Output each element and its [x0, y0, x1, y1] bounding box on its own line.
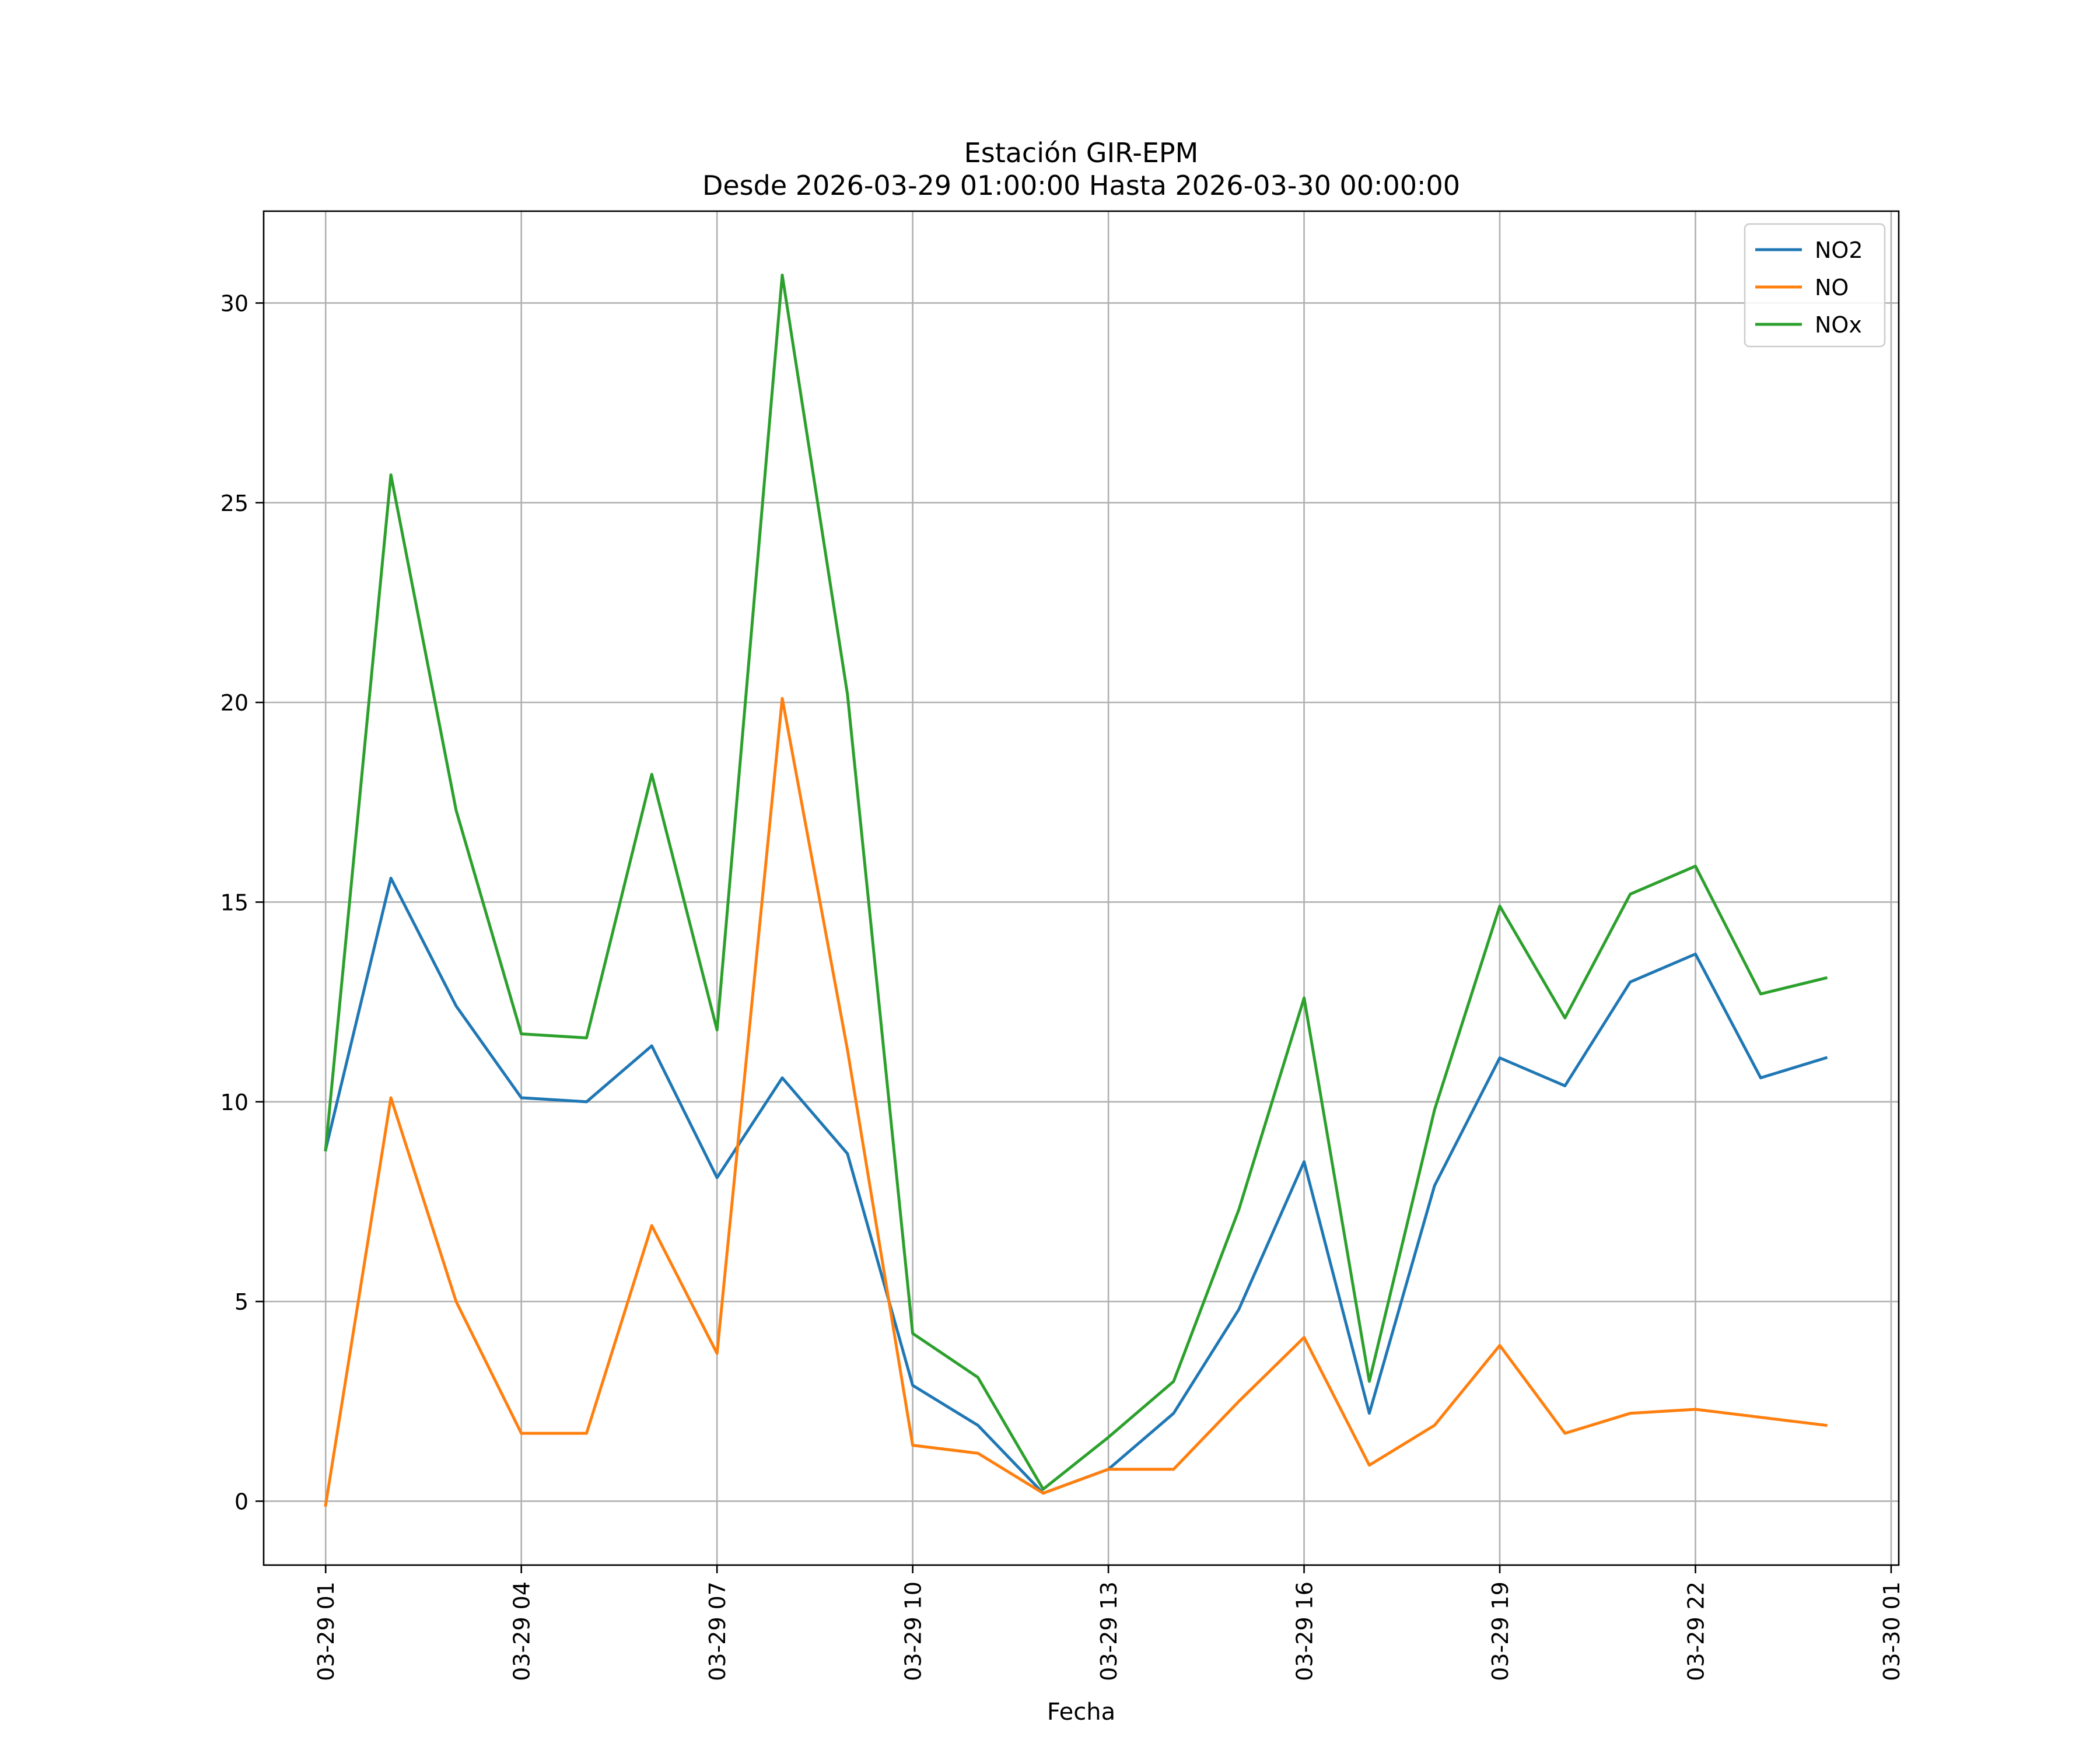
x-tick-label: 03-29 22	[1683, 1581, 1709, 1681]
y-tick-label: 30	[220, 290, 249, 316]
series-line-no	[324, 696, 1828, 1507]
chart-subtitle: Desde 2026-03-29 01:00:00 Hasta 2026-03-…	[702, 170, 1460, 201]
x-tick-label: 03-29 19	[1488, 1581, 1513, 1681]
y-tick-label: 5	[235, 1289, 249, 1315]
x-tick-label: 03-29 16	[1292, 1581, 1318, 1681]
x-axis-label: Fecha	[1047, 1699, 1115, 1726]
axis-ticks: 0 5 10 15 20 25 30 03-29 01 03-29 04 03-29 07 03-2…	[220, 290, 1905, 1681]
series-lines	[324, 274, 1828, 1507]
x-tick-label: 03-29 13	[1096, 1581, 1122, 1681]
legend-label: NOx	[1815, 312, 1862, 338]
legend-label: NO	[1815, 275, 1849, 300]
x-tick-label: 03-30 01	[1879, 1581, 1905, 1681]
x-tick-label: 03-29 01	[313, 1581, 339, 1681]
plot-frame	[262, 210, 1900, 1566]
series-line-nox	[324, 274, 1828, 1491]
x-tick-label: 03-29 10	[901, 1581, 926, 1681]
y-tick-label: 25	[220, 491, 249, 516]
y-tick-label: 10	[220, 1090, 249, 1115]
chart-title: Estación GIR-EPM	[964, 137, 1199, 169]
y-tick-label: 20	[220, 690, 249, 716]
y-tick-label: 15	[220, 890, 249, 915]
x-tick-label: 03-29 07	[705, 1581, 730, 1681]
legend-label: NO2	[1815, 237, 1863, 263]
legend: NO2 NO NOx	[1744, 223, 1886, 348]
legend-box	[1744, 223, 1886, 348]
x-tick-label: 03-29 04	[509, 1581, 535, 1681]
y-tick-label: 0	[235, 1489, 249, 1514]
